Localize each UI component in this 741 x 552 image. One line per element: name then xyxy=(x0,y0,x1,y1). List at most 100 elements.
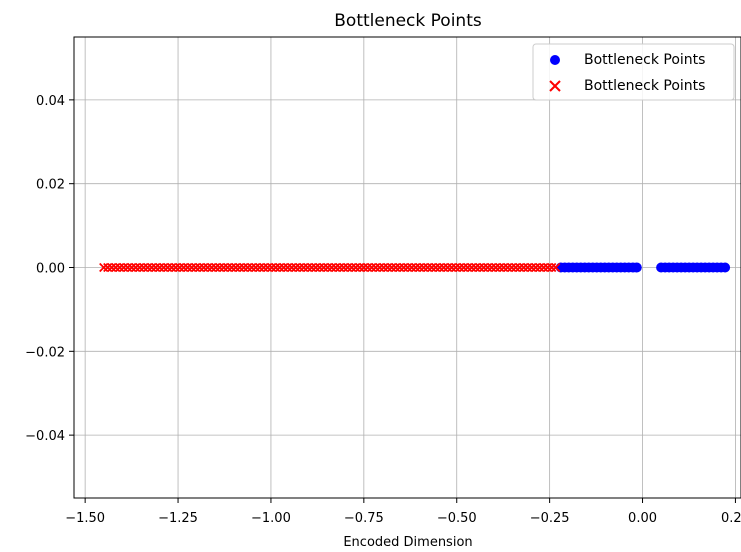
point-x xyxy=(323,262,333,273)
point-x xyxy=(523,262,533,273)
point-x xyxy=(123,262,133,273)
point-x xyxy=(259,262,269,273)
point-x xyxy=(395,262,405,273)
point-x xyxy=(195,262,205,273)
point-x xyxy=(151,262,161,273)
point-x xyxy=(271,262,281,273)
point-x xyxy=(539,262,549,273)
point-x xyxy=(399,262,409,273)
point-x xyxy=(403,262,413,273)
point-x xyxy=(203,262,213,273)
point-x xyxy=(499,262,509,273)
x-tick-label: −1.25 xyxy=(158,511,198,526)
point-x xyxy=(139,262,149,273)
point-x xyxy=(287,262,297,273)
point-x xyxy=(343,262,353,273)
point-x xyxy=(175,262,185,273)
point-x xyxy=(247,262,257,273)
point-x xyxy=(415,262,425,273)
point-x xyxy=(183,262,193,273)
y-tick-label: 0.02 xyxy=(36,178,65,193)
point-x xyxy=(263,262,273,273)
point-x xyxy=(451,262,461,273)
point-x xyxy=(295,262,305,273)
point-x xyxy=(519,262,529,273)
point-x xyxy=(127,262,137,273)
point-x xyxy=(535,262,545,273)
point-x xyxy=(311,262,321,273)
x-tick-label: 0.00 xyxy=(628,511,657,526)
point-x xyxy=(443,262,453,273)
point-x xyxy=(379,262,389,273)
point-x xyxy=(115,262,125,273)
point-x xyxy=(515,262,525,273)
point-x xyxy=(547,262,557,273)
x-tick-label: −1.50 xyxy=(65,511,105,526)
point-x xyxy=(279,262,289,273)
point-x xyxy=(511,262,521,273)
point-x xyxy=(147,262,157,273)
point-x xyxy=(275,262,285,273)
point-x xyxy=(391,262,401,273)
point-x xyxy=(231,262,241,273)
x-tick-label: −0.75 xyxy=(344,511,384,526)
point-x xyxy=(243,262,253,273)
point-circle xyxy=(720,262,731,273)
point-x xyxy=(475,262,485,273)
point-circle xyxy=(631,262,642,273)
point-x xyxy=(383,262,393,273)
point-x xyxy=(339,262,349,273)
point-x xyxy=(107,262,117,273)
point-x xyxy=(267,262,277,273)
point-x xyxy=(347,262,357,273)
point-x xyxy=(543,262,553,273)
chart-title: Bottleneck Points xyxy=(334,11,482,31)
legend-box xyxy=(532,43,735,101)
point-x xyxy=(427,262,437,273)
point-x xyxy=(227,262,237,273)
point-x xyxy=(303,262,313,273)
point-x xyxy=(255,262,265,273)
point-x xyxy=(479,262,489,273)
data-points xyxy=(99,262,731,273)
point-x xyxy=(467,262,477,273)
point-x xyxy=(187,262,197,273)
point-x xyxy=(435,262,445,273)
x-axis-label: Encoded Dimension xyxy=(343,535,472,550)
axis-ticks: −1.50 −1.25 −1.00 −0.75 −0.50 −0.25 0.00 0.25 0.… xyxy=(25,94,741,526)
point-x xyxy=(199,262,209,273)
point-x xyxy=(551,262,561,273)
point-x xyxy=(155,262,165,273)
point-x xyxy=(163,262,173,273)
point-x xyxy=(431,262,441,273)
point-x xyxy=(387,262,397,273)
point-x xyxy=(327,262,337,273)
legend-label-series-1: Bottleneck Points xyxy=(584,52,705,68)
point-x xyxy=(471,262,481,273)
point-x xyxy=(495,262,505,273)
point-x xyxy=(487,262,497,273)
point-x xyxy=(371,262,381,273)
point-x xyxy=(191,262,201,273)
point-x xyxy=(239,262,249,273)
point-x xyxy=(211,262,221,273)
y-tick-label: −0.02 xyxy=(25,345,65,360)
point-x xyxy=(527,262,537,273)
point-x xyxy=(167,262,177,273)
point-x xyxy=(455,262,465,273)
point-x xyxy=(111,262,121,273)
point-x xyxy=(171,262,181,273)
point-x xyxy=(459,262,469,273)
point-x xyxy=(235,262,245,273)
point-x xyxy=(319,262,329,273)
point-x xyxy=(423,262,433,273)
point-x xyxy=(307,262,317,273)
point-x xyxy=(363,262,373,273)
point-x xyxy=(335,262,345,273)
point-x xyxy=(103,262,113,273)
y-tick-label: 0.00 xyxy=(36,262,65,277)
point-x xyxy=(219,262,229,273)
point-x xyxy=(143,262,153,273)
point-x xyxy=(207,262,217,273)
